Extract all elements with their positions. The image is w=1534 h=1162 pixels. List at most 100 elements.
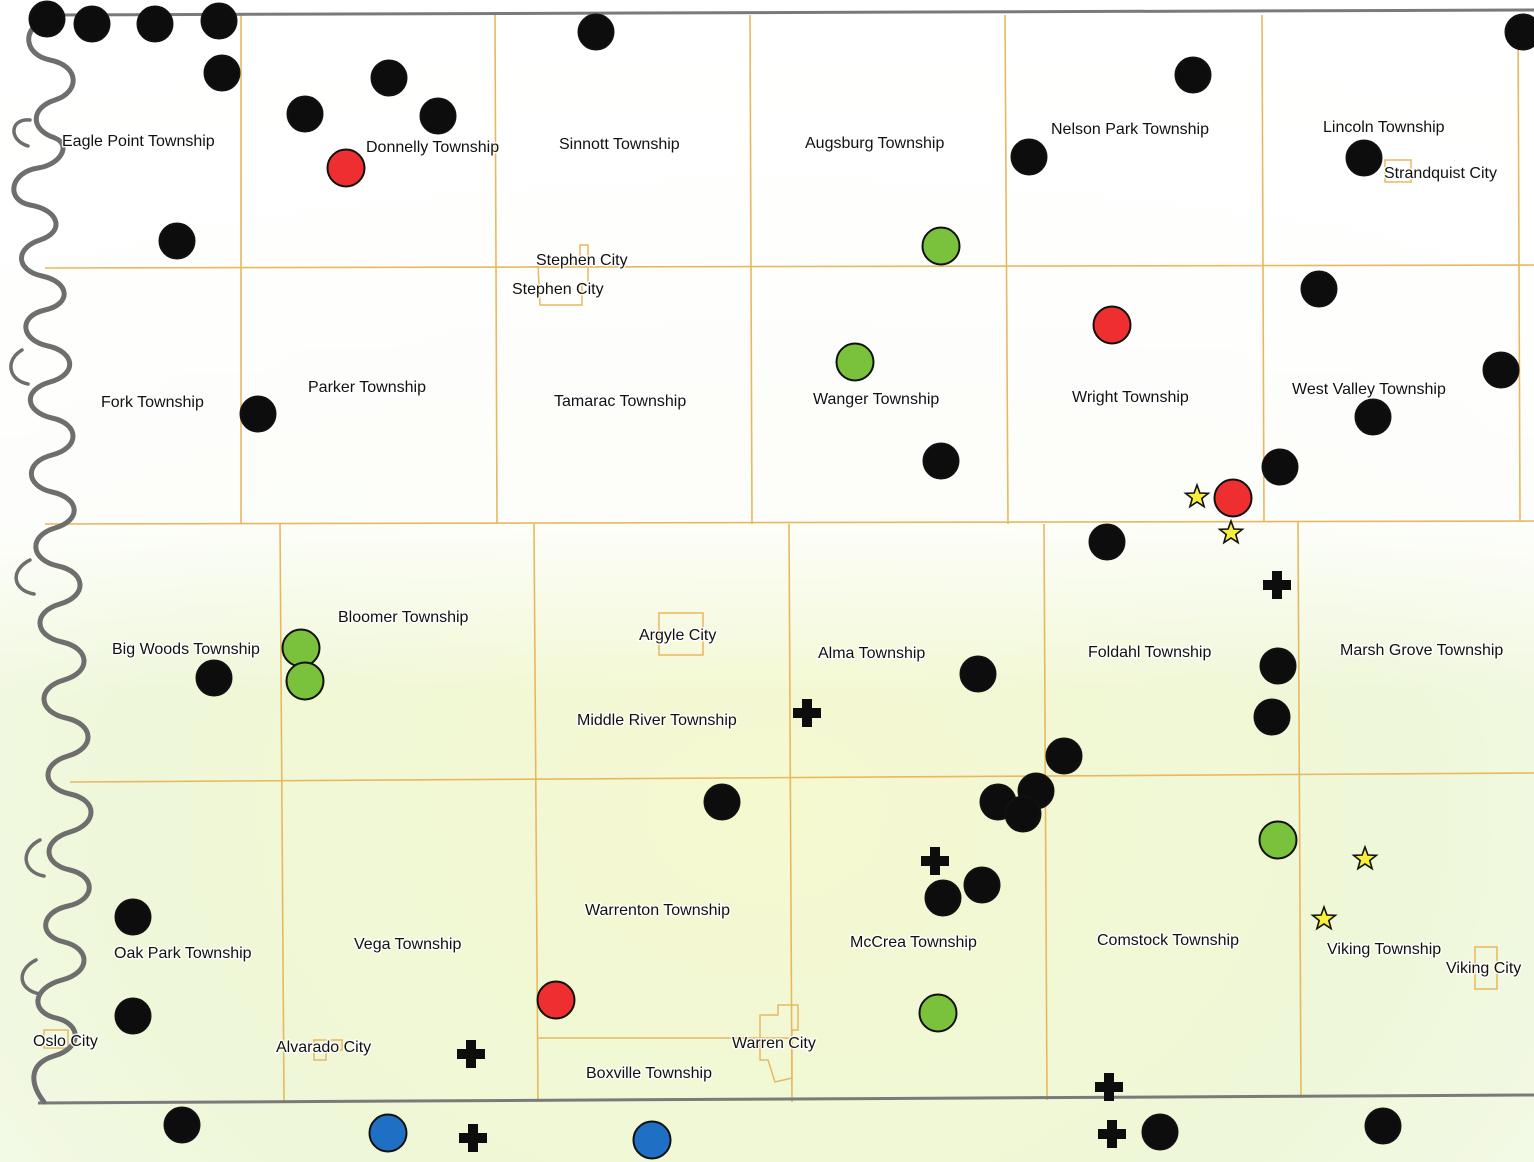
township-label: Bloomer Township: [338, 609, 469, 626]
black-dot-marker: [1354, 398, 1392, 436]
black-dot-marker: [28, 0, 66, 38]
black-dot-marker: [1364, 1107, 1402, 1145]
black-dot-marker: [1253, 698, 1291, 736]
township-label: Wanger Township: [813, 391, 939, 408]
river-boundary-detail: [9, 118, 46, 996]
city-label: Alvarado City: [276, 1039, 371, 1056]
black-dot-marker: [419, 97, 457, 135]
cross-marker: [921, 847, 949, 875]
cross-marker: [459, 1124, 487, 1152]
black-dot-marker: [73, 5, 111, 43]
township-label: Warrenton Township: [585, 902, 730, 919]
township-label: Sinnott Township: [559, 136, 680, 153]
river-boundary: [11, 15, 94, 1105]
argyle-city-outline: [658, 612, 704, 656]
city-label: Stephen City: [512, 281, 604, 298]
red-dot-marker: [1092, 305, 1132, 345]
black-dot-marker: [1045, 737, 1083, 775]
black-dot-marker: [370, 59, 408, 97]
township-label: Vega Township: [354, 936, 461, 953]
black-dot-marker: [1141, 1113, 1179, 1151]
black-dot-marker: [114, 898, 152, 936]
township-label: Eagle Point Township: [62, 133, 215, 150]
township-label: Middle River Township: [577, 712, 737, 729]
cross-marker: [1095, 1073, 1123, 1101]
township-label: Big Woods Township: [112, 641, 260, 658]
black-dot-marker: [1174, 56, 1212, 94]
green-dot-marker: [921, 226, 961, 266]
blue-dot-marker: [632, 1120, 672, 1160]
black-dot-marker: [924, 879, 962, 917]
viking-city-outline: [1474, 946, 1498, 990]
green-dot-marker: [281, 628, 321, 668]
black-dot-marker: [922, 442, 960, 480]
township-label: Parker Township: [308, 379, 426, 396]
township-label: Marsh Grove Township: [1340, 642, 1503, 659]
township-label: Lincoln Township: [1323, 119, 1445, 136]
stephen-city-outline: [537, 244, 589, 306]
city-label: Strandquist City: [1384, 165, 1497, 182]
black-dot-marker: [239, 395, 277, 433]
black-dot-marker: [1504, 13, 1534, 51]
red-dot-marker: [536, 980, 576, 1020]
strandquist-city-outline: [1384, 159, 1412, 183]
township-label: Viking Township: [1327, 941, 1441, 958]
star-marker: [1217, 518, 1245, 545]
black-dot-marker: [200, 2, 238, 40]
green-dot-marker: [285, 661, 325, 701]
city-label: Viking City: [1446, 960, 1521, 977]
green-dot-marker: [835, 342, 875, 382]
alvarado-city-outline: [313, 1039, 343, 1061]
city-label: Warren City: [732, 1035, 816, 1052]
township-label: Nelson Park Township: [1051, 121, 1209, 138]
township-label: McCrea Township: [850, 934, 977, 951]
township-grid: [44, 14, 1534, 1103]
cross-marker: [457, 1040, 485, 1068]
blue-dot-marker: [368, 1113, 408, 1153]
township-label: Tamarac Township: [554, 393, 686, 410]
black-dot-marker: [1345, 139, 1383, 177]
township-label: Alma Township: [818, 645, 925, 662]
township-label: Boxville Township: [586, 1065, 712, 1082]
black-dot-marker: [1261, 448, 1299, 486]
black-dot-marker: [114, 997, 152, 1035]
red-dot-marker: [326, 148, 366, 188]
black-dot-marker: [1482, 351, 1520, 389]
city-label: Argyle City: [639, 627, 716, 644]
black-dot-marker: [1088, 523, 1126, 561]
black-dot-marker: [1004, 795, 1042, 833]
township-label: Comstock Township: [1097, 932, 1239, 949]
black-dot-marker: [203, 54, 241, 92]
green-dot-marker: [1258, 820, 1298, 860]
warren-city-outline: [759, 1004, 799, 1083]
star-marker: [1351, 844, 1379, 871]
black-dot-marker: [1300, 270, 1338, 308]
cross-marker: [1263, 571, 1291, 599]
black-dot-marker: [963, 866, 1001, 904]
markers: [28, 0, 1534, 1160]
black-dot-marker: [136, 5, 174, 43]
city-outlines: [43, 159, 1498, 1083]
township-label: Augsburg Township: [805, 135, 944, 152]
red-dot-marker: [1213, 478, 1253, 518]
black-dot-marker: [1259, 647, 1297, 685]
city-label: Stephen City: [536, 252, 628, 269]
township-label: West Valley Township: [1292, 381, 1446, 398]
township-label: Wright Township: [1072, 389, 1189, 406]
township-label: Foldahl Township: [1088, 644, 1211, 661]
city-label: Oslo City: [33, 1033, 98, 1050]
township-label: Fork Township: [101, 394, 204, 411]
black-dot-marker: [163, 1106, 201, 1144]
green-dot-marker: [918, 993, 958, 1033]
black-dot-marker: [703, 783, 741, 821]
black-dot-marker: [286, 95, 324, 133]
black-dot-marker: [577, 13, 615, 51]
cross-marker: [1098, 1120, 1126, 1148]
place-labels: Eagle Point Township Donnelly Township Sin…: [32, 118, 1523, 1084]
cross-marker: [793, 699, 821, 727]
county-boundary: [37, 8, 1534, 1105]
star-marker: [1310, 904, 1338, 931]
star-marker: [1183, 482, 1211, 509]
